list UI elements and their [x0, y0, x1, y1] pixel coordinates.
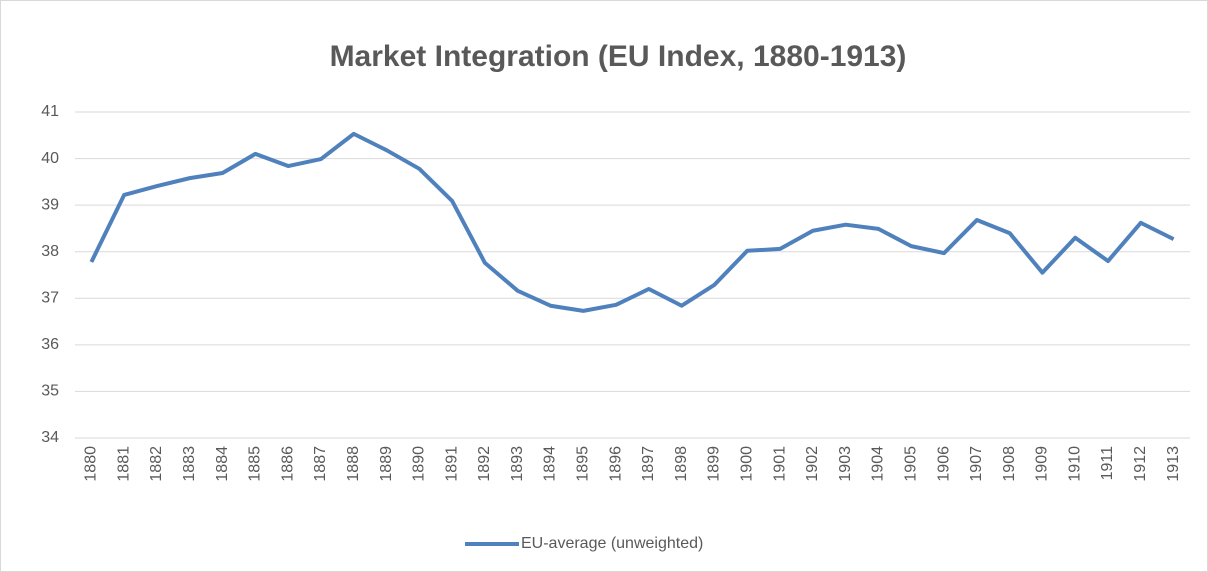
x-tick-label: 1908	[1001, 446, 1018, 482]
x-tick-label: 1891	[443, 446, 460, 482]
x-tick-label: 1906	[935, 446, 952, 482]
x-tick-label: 1882	[148, 446, 165, 482]
x-tick-label: 1885	[247, 446, 264, 482]
y-tick-label: 37	[41, 290, 59, 307]
legend-label: EU-average (unweighted)	[521, 535, 703, 552]
chart-title: Market Integration (EU Index, 1880-1913)	[330, 40, 907, 73]
x-tick-label: 1907	[968, 446, 985, 482]
x-tick-label: 1898	[673, 446, 690, 482]
x-tick-label: 1910	[1066, 446, 1083, 482]
x-tick-label: 1883	[181, 446, 198, 482]
x-tick-label: 1900	[738, 446, 755, 482]
y-tick-label: 35	[41, 383, 59, 400]
x-tick-label: 1897	[640, 446, 657, 482]
x-tick-label: 1890	[411, 446, 428, 482]
x-tick-label: 1913	[1165, 446, 1182, 482]
x-tick-label: 1894	[542, 446, 559, 482]
x-tick-label: 1889	[378, 446, 395, 482]
x-tick-label: 1909	[1034, 446, 1051, 482]
x-tick-label: 1893	[509, 446, 526, 482]
x-tick-label: 1902	[804, 446, 821, 482]
x-tick-label: 1896	[607, 446, 624, 482]
x-tick-label: 1912	[1132, 446, 1149, 482]
y-tick-label: 41	[41, 103, 59, 120]
x-tick-label: 1887	[312, 446, 329, 482]
y-tick-label: 39	[41, 196, 59, 213]
x-tick-label: 1880	[83, 446, 100, 482]
y-tick-label: 38	[41, 243, 59, 260]
x-tick-label: 1884	[214, 446, 231, 482]
x-tick-label: 1886	[279, 446, 296, 482]
series-line	[89, 131, 1175, 313]
x-tick-label: 1903	[837, 446, 854, 482]
x-tick-label: 1905	[902, 446, 919, 482]
x-tick-label: 1881	[115, 446, 132, 482]
y-tick-label: 34	[41, 429, 59, 446]
x-tick-label: 1892	[476, 446, 493, 482]
x-tick-label: 1901	[771, 446, 788, 482]
x-tick-label: 1895	[575, 446, 592, 482]
y-tick-label: 36	[41, 336, 59, 353]
x-tick-label: 1904	[870, 446, 887, 482]
x-tick-label: 1911	[1099, 446, 1116, 481]
x-tick-label: 1899	[706, 446, 723, 482]
y-tick-label: 40	[41, 150, 59, 167]
x-tick-label: 1888	[345, 446, 362, 482]
